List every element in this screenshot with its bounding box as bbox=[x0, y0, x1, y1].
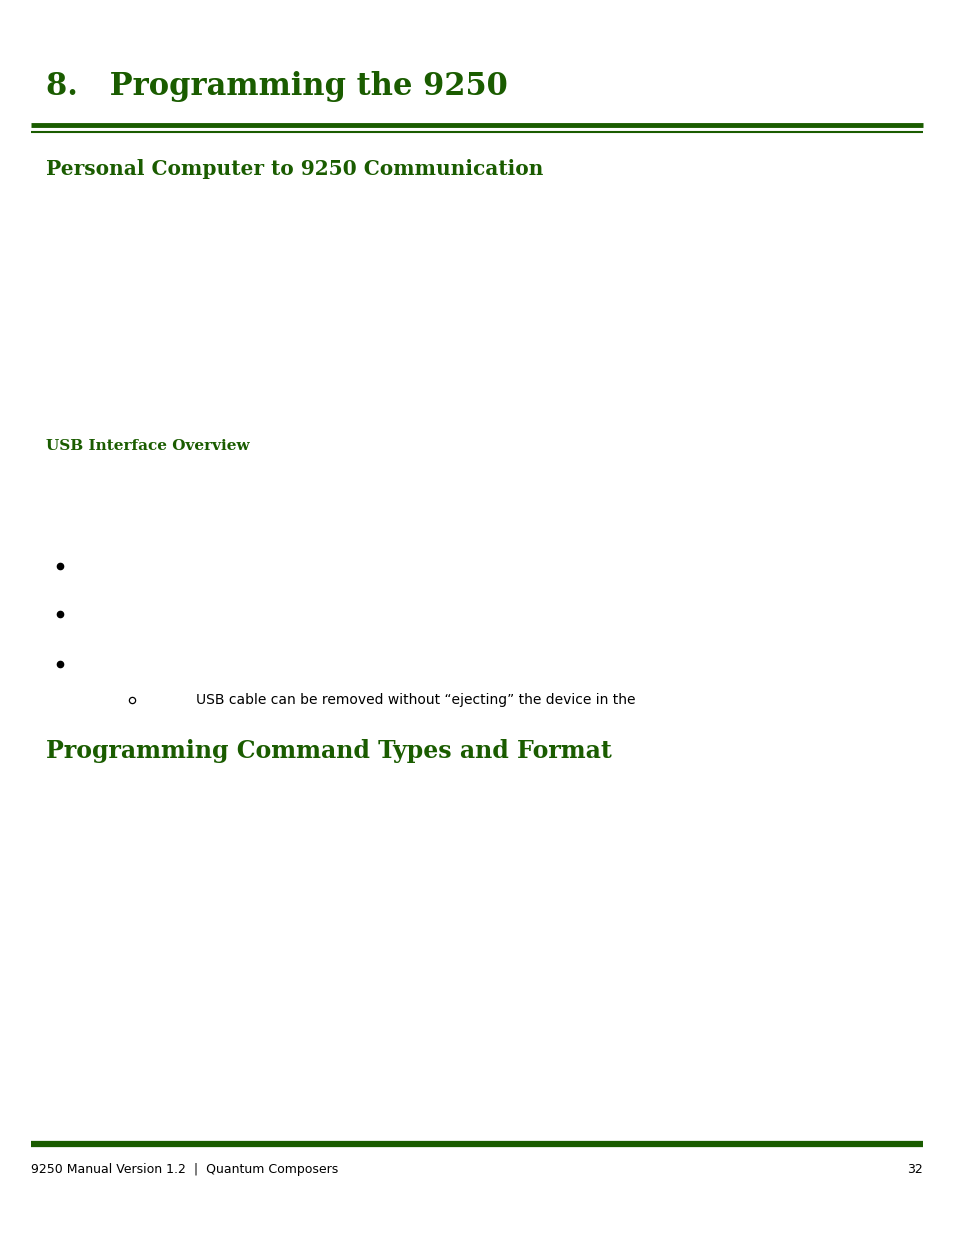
Text: Programming Command Types and Format: Programming Command Types and Format bbox=[46, 740, 611, 763]
Text: Personal Computer to 9250 Communication: Personal Computer to 9250 Communication bbox=[46, 159, 542, 179]
Text: 9250 Manual Version 1.2  |  Quantum Composers: 9250 Manual Version 1.2 | Quantum Compos… bbox=[31, 1163, 338, 1177]
Text: USB cable can be removed without “ejecting” the device in the: USB cable can be removed without “ejecti… bbox=[195, 693, 635, 708]
Text: 32: 32 bbox=[905, 1163, 922, 1177]
Text: 8.   Programming the 9250: 8. Programming the 9250 bbox=[46, 70, 507, 103]
Text: USB Interface Overview: USB Interface Overview bbox=[46, 440, 249, 453]
